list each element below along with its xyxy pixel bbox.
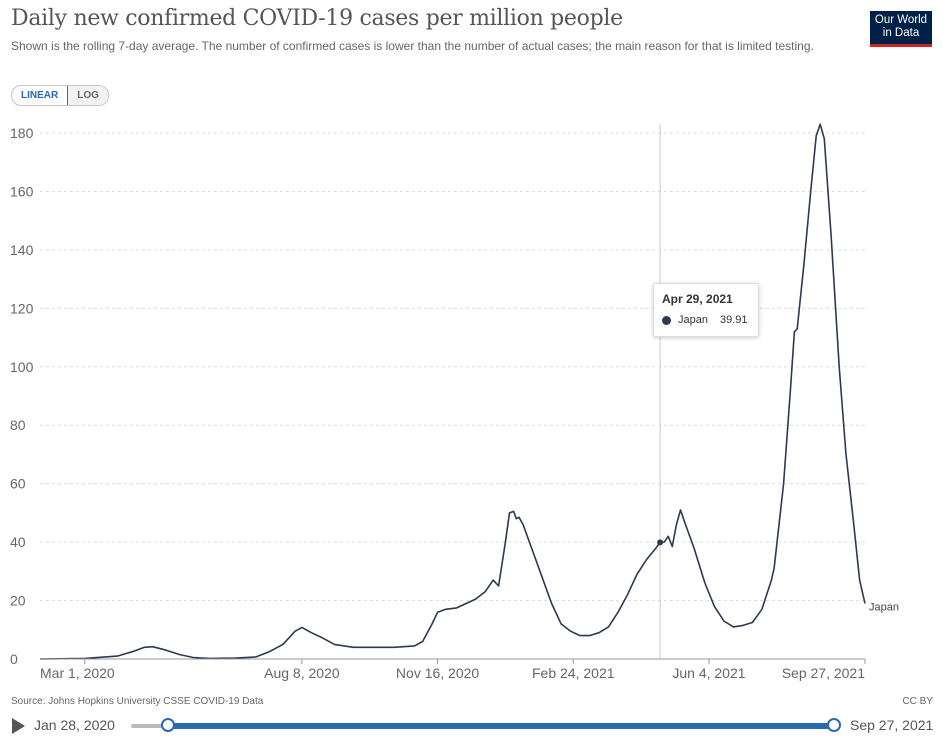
scale-toggle: LINEAR LOG: [11, 85, 109, 106]
timeline-end-handle[interactable]: [827, 718, 841, 732]
timeline-range: [168, 723, 833, 729]
play-icon[interactable]: [12, 718, 25, 734]
hover-point: [657, 539, 664, 546]
y-tick-label: 100: [10, 359, 34, 375]
tooltip-date: Apr 29, 2021: [662, 292, 733, 306]
y-axis-ticks: 0 20 40 60 80 100 120 140 160 180: [10, 125, 34, 667]
series-end-label: Japan: [869, 601, 899, 613]
x-tick-label: Aug 8, 2020: [264, 665, 340, 681]
x-tick-label: Jun 4, 2021: [672, 665, 745, 681]
timeline: Jan 28, 2020 Sep 27, 2021: [0, 713, 943, 737]
chart-subtitle: Shown is the rolling 7-day average. The …: [11, 39, 814, 53]
x-tick-label: Sep 27, 2021: [782, 665, 866, 681]
tooltip-series-dot: [662, 315, 671, 325]
y-tick-label: 140: [10, 242, 34, 258]
logo-line-2: in Data: [882, 27, 920, 39]
grid-lines: [40, 132, 865, 602]
chart-title: Daily new confirmed COVID-19 cases per m…: [11, 6, 623, 31]
hover-tooltip: Apr 29, 2021 Japan 39.91: [653, 283, 759, 337]
timeline-start-handle[interactable]: [161, 718, 175, 732]
x-axis-ticks: Mar 1, 2020 Aug 8, 2020 Nov 16, 2020 Feb 24…: [40, 659, 866, 681]
y-tick-label: 80: [10, 417, 26, 433]
y-tick-label: 40: [10, 534, 26, 550]
y-tick-label: 180: [10, 125, 34, 141]
series-line-japan[interactable]: [39, 123, 866, 660]
timeline-end-date: Sep 27, 2021: [850, 717, 934, 733]
tooltip-series-value: 39.91: [720, 314, 748, 326]
x-tick-label: Feb 24, 2021: [532, 665, 615, 681]
y-tick-label: 0: [10, 651, 18, 667]
log-scale-button[interactable]: LOG: [68, 86, 108, 105]
y-tick-label: 60: [10, 476, 26, 492]
y-tick-label: 160: [10, 183, 34, 199]
x-tick-label: Mar 1, 2020: [40, 665, 115, 681]
source-note[interactable]: Source: Johns Hopkins University CSSE CO…: [11, 696, 264, 707]
logo-line-1: Our World: [874, 14, 928, 26]
tooltip-series-name: Japan: [678, 314, 708, 326]
y-tick-label: 120: [10, 300, 34, 316]
x-tick-label: Nov 16, 2020: [396, 665, 479, 681]
license-label[interactable]: CC BY: [902, 696, 933, 707]
owid-logo[interactable]: Our World in Data: [870, 11, 932, 47]
linear-scale-button[interactable]: LINEAR: [11, 86, 69, 105]
tooltip-row: Japan 39.91: [662, 314, 758, 326]
y-tick-label: 20: [10, 593, 26, 609]
timeline-start-date: Jan 28, 2020: [34, 717, 115, 733]
